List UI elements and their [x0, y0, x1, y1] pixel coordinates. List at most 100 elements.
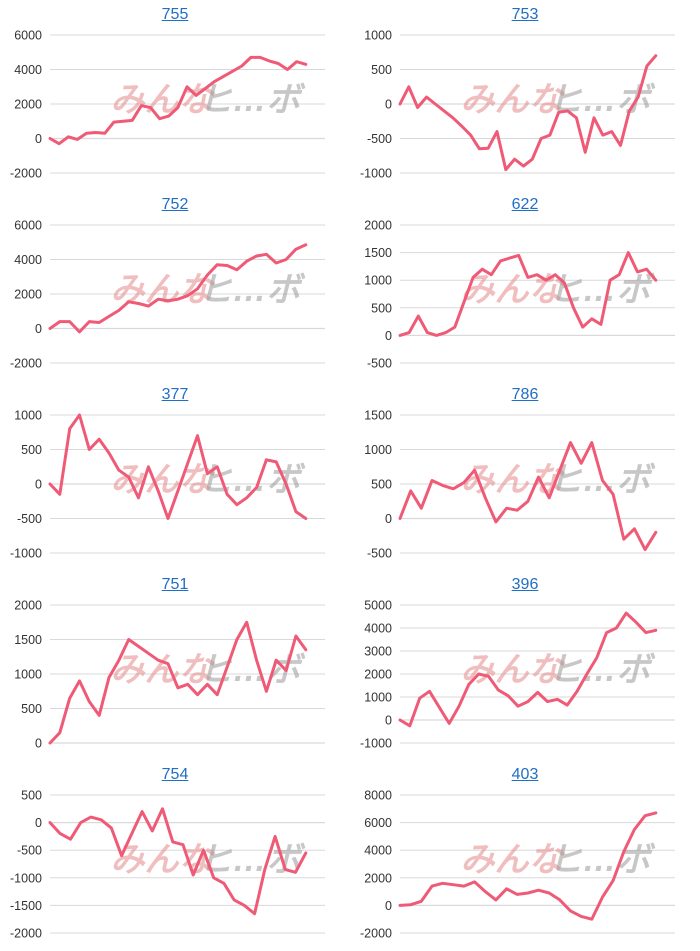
y-tick-label: 2000: [14, 98, 42, 112]
y-tick-label: 0: [385, 714, 392, 728]
y-tick-label: -2000: [10, 167, 42, 181]
chart-panel-403: 403 -2000 0 2000 4000 6000 8000 みんな ヒ…ボ: [350, 760, 700, 950]
chart-panel-396: 396 -1000 0 1000 2000 3000 4000 5000 みんな ヒ…ボ: [350, 570, 700, 760]
chart-title-link[interactable]: 751: [161, 576, 189, 593]
y-tick-label: -1000: [360, 167, 392, 181]
chart-panel-753: 753 -1000 -500 0 500 1000 みんな ヒ…ボ: [350, 0, 700, 190]
watermark-logo: みんな: [111, 651, 216, 689]
watermark-logo: ヒ…ボ: [549, 841, 656, 879]
y-tick-label: 4000: [14, 63, 42, 77]
chart-panel-622: 622 -500 0 500 1000 1500 2000 みんな ヒ…ボ: [350, 190, 700, 380]
y-tick-label: -1000: [10, 547, 42, 561]
chart-panel-755: 755 -2000 0 2000 4000 6000 みんな ヒ…ボ: [0, 0, 350, 190]
series-line: [398, 441, 658, 552]
watermark-logo: ヒ…ボ: [549, 271, 656, 309]
series-line: [398, 54, 658, 172]
y-tick-label: -2000: [360, 927, 392, 941]
y-tick-label: 1500: [364, 409, 392, 423]
y-tick-label: 500: [371, 301, 392, 315]
series-line: [48, 55, 308, 146]
y-tick-label: 0: [385, 329, 392, 343]
y-tick-label: 2000: [364, 871, 392, 885]
watermark-logo: みんな: [111, 461, 216, 499]
chart-title-link[interactable]: 786: [511, 386, 539, 403]
watermark-logo: みんな: [461, 841, 566, 879]
y-tick-label: 1000: [14, 668, 42, 682]
y-tick-label: -1000: [360, 737, 392, 751]
y-tick-label: 6000: [14, 29, 42, 43]
series-line: [48, 243, 308, 334]
chart-panel-786: 786 -500 0 500 1000 1500 みんな ヒ…ボ: [350, 380, 700, 570]
chart-panel-754: 754 -2000 -1500 -1000 -500 0 500 みんな ヒ…ボ: [0, 760, 350, 950]
y-tick-label: -500: [17, 512, 42, 526]
y-tick-label: 1000: [364, 274, 392, 288]
series-line: [48, 413, 308, 520]
y-tick-label: 2000: [14, 599, 42, 613]
series-line: [48, 620, 308, 745]
y-tick-label: 4000: [364, 622, 392, 636]
y-tick-label: -2000: [10, 927, 42, 941]
y-tick-label: 6000: [364, 816, 392, 830]
y-tick-label: 5000: [364, 599, 392, 613]
chart-title-link[interactable]: 403: [511, 766, 539, 783]
chart-panel-751: 751 0 500 1000 1500 2000 みんな ヒ…ボ: [0, 570, 350, 760]
y-tick-label: 0: [35, 322, 42, 336]
y-tick-label: 4000: [14, 253, 42, 267]
y-tick-label: 0: [35, 816, 42, 830]
y-tick-label: -500: [17, 844, 42, 858]
y-tick-label: -500: [367, 357, 392, 371]
watermark-logo: みんな: [111, 81, 216, 119]
y-tick-label: 0: [35, 132, 42, 146]
y-tick-label: 2000: [364, 668, 392, 682]
y-tick-label: 0: [35, 737, 42, 751]
watermark-logo: ヒ…ボ: [549, 651, 656, 689]
y-tick-label: 1000: [14, 409, 42, 423]
y-tick-label: 500: [21, 443, 42, 457]
y-tick-label: 1500: [364, 246, 392, 260]
chart-panel-752: 752 -2000 0 2000 4000 6000 みんな ヒ…ボ: [0, 190, 350, 380]
watermark-logo: ヒ…ボ: [199, 81, 306, 119]
y-tick-label: 2000: [14, 288, 42, 302]
watermark-logo: ヒ…ボ: [549, 81, 656, 119]
chart-title-link[interactable]: 377: [161, 386, 189, 403]
series-line: [398, 251, 658, 337]
y-tick-label: 500: [21, 789, 42, 803]
chart-panel-377: 377 -1000 -500 0 500 1000 みんな ヒ…ボ: [0, 380, 350, 570]
y-tick-label: -500: [367, 132, 392, 146]
y-tick-label: 0: [385, 512, 392, 526]
chart-title-link[interactable]: 752: [161, 196, 189, 213]
y-tick-label: 8000: [364, 789, 392, 803]
y-tick-label: -2000: [10, 357, 42, 371]
chart-title-link[interactable]: 396: [511, 576, 539, 593]
y-tick-label: 2000: [364, 219, 392, 233]
watermark-logo: みんな: [461, 651, 566, 689]
y-tick-label: 0: [385, 98, 392, 112]
y-tick-label: 500: [371, 478, 392, 492]
chart-title-link[interactable]: 753: [511, 6, 539, 23]
y-tick-label: -1500: [10, 899, 42, 913]
y-tick-label: 500: [21, 702, 42, 716]
series-line: [398, 811, 658, 921]
watermark-logo: みんな: [461, 81, 566, 119]
y-tick-label: 6000: [14, 219, 42, 233]
y-tick-label: 3000: [364, 645, 392, 659]
y-tick-label: -500: [367, 547, 392, 561]
y-tick-label: 4000: [364, 844, 392, 858]
chart-title-link[interactable]: 754: [161, 766, 189, 783]
chart-title-link[interactable]: 755: [161, 6, 189, 23]
watermark-logo: ヒ…ボ: [199, 271, 306, 309]
watermark-logo: みんな: [461, 271, 566, 309]
y-tick-label: 0: [35, 478, 42, 492]
chart-title-link[interactable]: 622: [511, 196, 539, 213]
